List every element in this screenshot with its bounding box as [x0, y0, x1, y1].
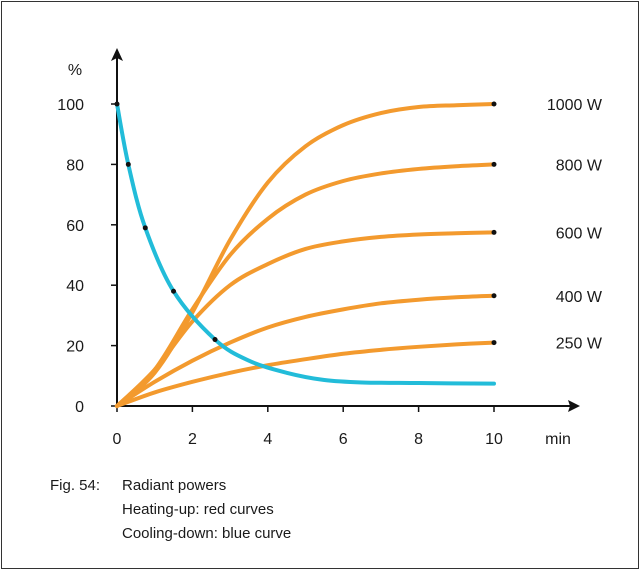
series-label: 250 W: [556, 336, 603, 353]
heating-curve-1000w: [115, 102, 496, 408]
data-point-marker: [491, 161, 497, 167]
data-point-marker: [125, 161, 131, 167]
heating-curve-400w: [115, 293, 496, 408]
series-label: 1000 W: [547, 97, 603, 114]
series-label: 600 W: [556, 225, 603, 242]
y-tick-label: 80: [66, 157, 84, 174]
data-point-marker: [142, 225, 148, 231]
series-label: 800 W: [556, 157, 603, 174]
data-point-marker: [491, 293, 497, 299]
figure-number: Fig. 54:: [50, 477, 101, 494]
x-tick-label: 6: [339, 431, 348, 448]
data-point-marker: [491, 101, 497, 107]
caption-cooling-note: Cooling-down: blue curve: [122, 525, 292, 542]
y-tick-label: 0: [75, 399, 84, 416]
data-point-marker: [491, 340, 497, 346]
data-point-marker: [114, 101, 120, 107]
x-tick-label: 4: [263, 431, 272, 448]
figure-caption: Fig. 54: Radiant powers Heating-up: red c…: [50, 474, 291, 546]
data-point-marker: [491, 229, 497, 235]
y-tick-label: 100: [57, 97, 84, 114]
heating-curve-800w: [115, 162, 496, 408]
y-axis-arrow: [111, 48, 123, 61]
x-axis-label: min: [545, 431, 571, 448]
x-tick-label: 10: [485, 431, 503, 448]
data-point-marker: [171, 288, 177, 294]
caption-heating-note: Heating-up: red curves: [122, 501, 274, 518]
caption-first-line: Fig. 54: Radiant powers: [50, 474, 291, 498]
data-point-marker: [212, 337, 218, 343]
y-tick-label: 20: [66, 339, 84, 356]
x-tick-label: 0: [113, 431, 122, 448]
heating-curve-600w: [115, 230, 496, 408]
heating-curve-250w: [115, 340, 496, 408]
figure-title: Radiant powers: [122, 477, 227, 494]
cooling-curve: [115, 102, 496, 386]
x-tick-label: 8: [414, 431, 423, 448]
series-label: 400 W: [556, 289, 603, 306]
y-axis-label: %: [68, 62, 82, 79]
y-tick-label: 40: [66, 278, 84, 295]
y-tick-label: 60: [66, 218, 84, 235]
x-axis-arrow: [568, 400, 580, 412]
x-tick-label: 2: [188, 431, 197, 448]
